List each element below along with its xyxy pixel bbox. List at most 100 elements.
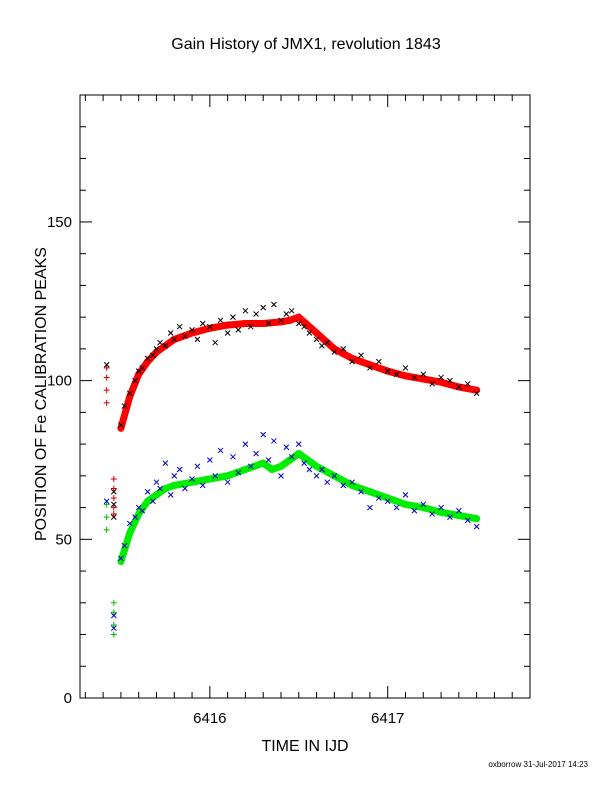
early-red-point <box>110 495 117 502</box>
upper-scatter-point <box>132 377 138 384</box>
upper-scatter-point <box>384 368 391 374</box>
upper-scatter-point <box>375 358 382 365</box>
upper-fit-curve-node <box>224 321 232 329</box>
upper-scatter-point-stroke <box>331 349 338 355</box>
lower-scatter-point <box>340 482 347 489</box>
lower-scatter-point-stroke <box>153 479 160 486</box>
upper-scatter-point-stroke <box>144 355 151 362</box>
early-red-point <box>110 510 117 517</box>
lower-fit-curve-node <box>268 465 276 473</box>
lower-scatter-point-stroke <box>306 466 313 473</box>
early-red-point <box>110 476 117 483</box>
lower-fit-curve-node <box>384 494 392 502</box>
lower-scatter-point <box>393 504 400 511</box>
upper-scatter-point <box>199 320 206 327</box>
lower-fit-curve-node <box>295 450 303 458</box>
lower-scatter-point <box>271 438 277 444</box>
x-tick-label: 6417 <box>371 710 404 727</box>
y-tick-label: 100 <box>47 373 72 390</box>
upper-scatter-point-stroke <box>132 377 138 384</box>
lower-scatter-point <box>212 472 219 479</box>
upper-scatter-point <box>118 422 124 428</box>
lower-scatter-point <box>420 501 427 508</box>
lower-scatter-point <box>402 492 409 498</box>
upper-scatter-point-stroke <box>253 311 259 317</box>
lower-scatter-point <box>162 460 169 467</box>
upper-fit-curve-node <box>348 354 356 362</box>
upper-scatter-point-stroke <box>118 422 124 428</box>
early-blue-point <box>110 625 117 632</box>
lower-scatter-point <box>288 453 295 460</box>
lower-scatter-point-stroke <box>358 488 364 495</box>
upper-scatter-point <box>306 330 313 336</box>
upper-scatter-point-stroke <box>301 323 307 330</box>
lower-scatter-point-stroke <box>319 466 325 473</box>
upper-scatter-point-stroke <box>271 301 277 308</box>
lower-scatter-point <box>319 466 325 473</box>
plot-frame <box>79 94 531 699</box>
chart-title: Gain History of JMX1, revolution 1843 <box>171 36 441 53</box>
lower-fit-curve-node <box>241 465 249 473</box>
x-tick-label: 6416 <box>193 710 226 727</box>
lower-scatter-point-stroke <box>235 469 242 476</box>
early-green-point <box>110 609 117 616</box>
lower-scatter-point-stroke <box>393 504 400 511</box>
upper-scatter-point-stroke <box>420 371 427 378</box>
upper-scatter-point-stroke <box>411 374 418 381</box>
lower-scatter-point <box>167 492 174 498</box>
upper-scatter-point-stroke <box>447 377 453 384</box>
upper-scatter-point-stroke <box>182 333 188 340</box>
upper-fit-curve-node <box>241 320 249 328</box>
upper-scatter-point <box>153 346 160 352</box>
lower-scatter-point-stroke <box>295 441 302 447</box>
upper-scatter-point-stroke <box>278 317 284 324</box>
upper-scatter-point-stroke <box>295 320 302 327</box>
lower-fit-curve-node <box>117 558 125 566</box>
lower-scatter-point-stroke <box>224 479 231 486</box>
early-black-point <box>110 514 117 520</box>
lower-scatter-point <box>260 431 267 438</box>
lower-scatter-point <box>194 463 201 470</box>
lower-scatter-point <box>242 441 249 447</box>
early-black-point <box>103 361 110 368</box>
upper-scatter-point-stroke <box>265 320 272 327</box>
lower-scatter-point <box>306 466 313 473</box>
upper-scatter-point-stroke <box>324 339 331 346</box>
lower-scatter-point <box>121 542 128 549</box>
upper-scatter-point-stroke <box>230 314 236 321</box>
upper-fit-curve-node <box>330 345 338 353</box>
upper-scatter-point <box>340 346 347 352</box>
lower-fit-curve-node <box>152 491 160 499</box>
upper-fit-curve-node <box>401 372 409 380</box>
lower-scatter-point <box>265 457 272 463</box>
lower-scatter-point-stroke <box>199 482 206 489</box>
early-black-point <box>110 501 117 508</box>
lower-scatter-point-stroke <box>375 495 382 501</box>
upper-scatter-point <box>288 307 295 314</box>
early-red-point <box>103 399 110 406</box>
upper-scatter-point <box>420 371 427 378</box>
upper-scatter-point <box>367 365 373 371</box>
lower-scatter-point <box>253 450 259 457</box>
y-tick-label: 50 <box>55 531 72 548</box>
lower-scatter-point-stroke <box>411 507 418 514</box>
lower-fit-curve-node <box>401 500 409 508</box>
lower-fit-curve-node <box>313 462 321 470</box>
upper-scatter-point-stroke <box>157 339 163 346</box>
early-red-point <box>103 387 110 394</box>
upper-fit-curve-node <box>286 316 294 324</box>
upper-scatter-point-stroke <box>139 365 146 371</box>
lower-scatter-point <box>349 479 355 486</box>
upper-scatter-point <box>393 371 400 378</box>
lower-scatter-point <box>295 441 302 447</box>
lower-scatter-point-stroke <box>384 498 391 505</box>
lower-scatter-point-stroke <box>420 501 427 508</box>
lower-scatter-point <box>118 555 124 562</box>
upper-scatter-point <box>283 311 290 317</box>
upper-scatter-point <box>358 352 364 359</box>
lower-scatter-point <box>411 507 418 514</box>
upper-fit-curve-node <box>313 329 321 337</box>
lower-scatter-point-stroke <box>447 514 453 520</box>
upper-scatter-point-stroke <box>126 390 133 397</box>
upper-scatter-point-stroke <box>349 358 355 365</box>
